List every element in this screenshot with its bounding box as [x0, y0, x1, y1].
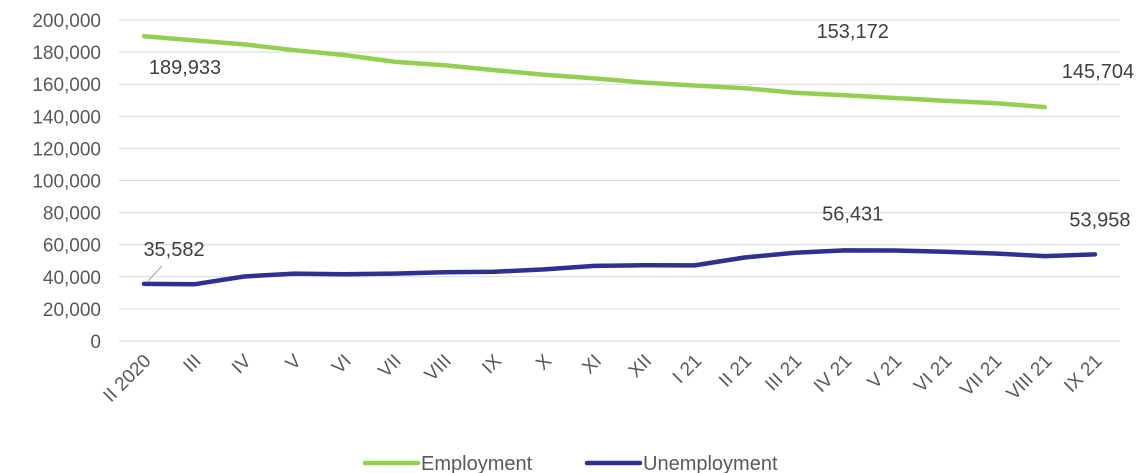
data-labels: 189,933 153,172 145,704 35,582 56,431 53,958 [143, 21, 1134, 282]
y-tick-label: 20,000 [43, 300, 101, 321]
x-tick-label: III [180, 351, 206, 377]
y-tick-label: 200,000 [32, 11, 101, 32]
x-tick-label: VII 21 [956, 351, 1006, 401]
y-axis-ticks: 0 20,000 40,000 60,000 80,000 100,000 120,000 1… [32, 11, 101, 353]
y-tick-label: 140,000 [32, 107, 101, 128]
x-tick-label: VI [328, 351, 356, 379]
data-label-leader [147, 265, 163, 282]
y-tick-label: 120,000 [32, 139, 101, 160]
data-label: 56,431 [822, 203, 883, 225]
x-tick-label: IX [478, 350, 506, 378]
x-tick-label: VI 21 [910, 351, 956, 397]
gridlines [119, 19, 1120, 342]
data-label: 53,958 [1069, 209, 1130, 231]
y-tick-label: 180,000 [32, 43, 101, 64]
y-tick-label: 60,000 [43, 236, 101, 257]
x-tick-label: XII [625, 351, 656, 382]
x-tick-label: II 21 [715, 351, 756, 392]
x-tick-label: V 21 [864, 351, 906, 393]
series-lines [141, 33, 1098, 287]
x-tick-label: IV [228, 350, 256, 378]
x-tick-label: II 2020 [100, 351, 156, 407]
x-tick-label: IV 21 [810, 351, 856, 397]
x-tick-label: VII [375, 351, 406, 382]
x-tick-label: XI [578, 351, 606, 379]
x-axis-ticks: II 2020 III IV V VI VII VIII IX X XI XII I 21 II 21 I… [100, 350, 1107, 406]
x-tick-label: V [282, 350, 306, 374]
y-tick-label: 80,000 [43, 204, 101, 225]
x-tick-label: IX 21 [1060, 351, 1106, 397]
legend-label-employment: Employment [421, 453, 533, 473]
y-tick-label: 40,000 [43, 268, 101, 289]
x-tick-label: I 21 [669, 351, 706, 388]
data-label: 145,704 [1062, 61, 1134, 83]
x-tick-label: VIII [421, 351, 456, 386]
series-line-employment [141, 33, 1048, 110]
data-label: 153,172 [817, 21, 889, 43]
y-tick-label: 100,000 [32, 172, 101, 193]
series-line-unemployment [141, 248, 1098, 287]
data-label: 35,582 [143, 239, 204, 261]
y-tick-label: 160,000 [32, 75, 101, 96]
legend: Employment Unemployment [362, 453, 778, 473]
x-tick-label: X [532, 350, 556, 374]
x-tick-label: VIII 21 [1003, 351, 1057, 405]
y-tick-label: 0 [90, 332, 101, 353]
x-tick-label: III 21 [761, 351, 806, 396]
legend-label-unemployment: Unemployment [643, 453, 778, 473]
data-label: 189,933 [149, 57, 221, 79]
